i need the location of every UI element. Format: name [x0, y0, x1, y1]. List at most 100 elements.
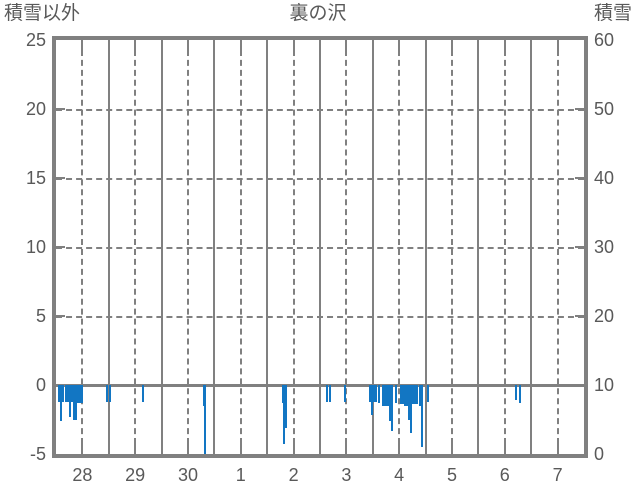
left-axis-tick-25: 25: [25, 30, 46, 50]
tickmark-bottom: [292, 444, 295, 454]
x-axis-tick-30: 30: [177, 465, 199, 485]
x-axis-tick-4: 4: [394, 465, 405, 485]
bar: [65, 385, 68, 402]
bar: [77, 385, 80, 403]
left-axis-tick-0: 0: [35, 375, 46, 395]
tickmark-top: [187, 40, 189, 50]
left-axis-title: 積雪以外: [4, 3, 81, 24]
tickmark-top: [503, 40, 506, 50]
gridline-day-separator: [371, 40, 374, 454]
tickmark-bottom: [239, 444, 242, 454]
bar: [81, 385, 84, 403]
tickmark-right: [575, 384, 584, 386]
tickmark-right: [575, 108, 584, 110]
tickmark-top: [451, 40, 453, 50]
gridline-day-separator: [319, 40, 321, 454]
bar: [400, 385, 404, 405]
bar: [381, 385, 391, 406]
right-axis-tick-10: 10: [594, 375, 615, 395]
tickmark-bottom: [187, 444, 189, 454]
left-axis-tick-15: 15: [25, 168, 46, 188]
x-axis-tick-3: 3: [341, 465, 352, 485]
tickmark-top: [292, 40, 295, 50]
bar: [421, 385, 424, 448]
bar: [283, 385, 286, 445]
left-axis-tick-5: 5: [35, 306, 46, 326]
x-axis-tick-28: 28: [72, 465, 93, 485]
tickmark-bottom: [345, 444, 348, 454]
tickmark-bottom: [451, 444, 453, 454]
gridline-day-separator: [530, 40, 533, 454]
bar: [203, 385, 206, 454]
gridline-day-separator: [266, 40, 269, 454]
bar: [141, 385, 144, 402]
bar: [58, 385, 61, 402]
bar: [79, 385, 82, 403]
bar: [62, 385, 65, 402]
gridline-halfday: [503, 40, 506, 454]
bar: [71, 385, 74, 402]
gridline-day-separator: [107, 40, 110, 454]
x-axis-tick-5: 5: [446, 465, 457, 485]
tickmark-right: [575, 315, 584, 317]
left-axis-tick-20: 20: [25, 99, 46, 119]
right-axis-tick-20: 20: [594, 306, 615, 326]
gridline-halfday: [556, 40, 559, 454]
tickmark-right: [575, 177, 584, 179]
x-axis-tick-2: 2: [288, 465, 299, 485]
bar: [378, 385, 381, 403]
gridline-halfday: [239, 40, 242, 454]
tickmark-bottom: [81, 444, 84, 454]
tickmark-top: [345, 40, 348, 50]
bar: [426, 385, 429, 402]
tickmark-left: [56, 108, 65, 110]
chart-title: 裏の沢: [289, 3, 347, 24]
bar: [67, 385, 70, 402]
tickmark-left: [56, 315, 65, 317]
right-axis-tick-0: 0: [594, 444, 605, 464]
gridline-halfday: [81, 40, 84, 454]
bar: [74, 385, 77, 420]
bar: [202, 385, 205, 406]
bar: [328, 385, 331, 402]
bar: [370, 385, 373, 416]
gridline-halfday: [398, 40, 401, 454]
x-axis-tick-7: 7: [552, 465, 563, 485]
right-axis-tick-60: 60: [594, 30, 615, 50]
bar: [419, 385, 423, 406]
tickmark-bottom: [556, 444, 559, 454]
gridline-halfday: [292, 40, 295, 454]
tickmark-top: [398, 40, 401, 50]
bar: [108, 385, 111, 402]
right-axis-tick-50: 50: [594, 99, 615, 119]
bar: [375, 385, 378, 402]
tickmark-left: [56, 177, 65, 179]
bar: [326, 385, 329, 402]
bar: [281, 385, 284, 403]
tickmark-left: [56, 246, 65, 248]
tickmark-bottom: [134, 444, 137, 454]
bar: [407, 385, 410, 420]
right-axis-tick-40: 40: [594, 168, 615, 188]
x-axis-tick-1: 1: [235, 465, 246, 485]
bar: [368, 385, 371, 402]
tickmark-bottom: [503, 444, 506, 454]
x-axis-tick-29: 29: [125, 465, 146, 485]
gridline-day-separator: [477, 40, 480, 454]
bar: [411, 385, 418, 405]
gridline-halfday: [451, 40, 453, 454]
plot-area: [52, 36, 588, 458]
right-axis-tick-30: 30: [594, 237, 615, 257]
bar: [284, 385, 287, 428]
tickmark-bottom: [398, 444, 401, 454]
gridline-halfday: [187, 40, 189, 454]
x-axis-tick-6: 6: [499, 465, 510, 485]
gridline-day-separator: [424, 40, 427, 454]
gridline-halfday: [345, 40, 348, 454]
bar: [106, 385, 109, 402]
left-axis-tick--5: -5: [29, 444, 46, 464]
bar: [394, 385, 397, 403]
bar: [518, 385, 521, 403]
tickmark-top: [81, 40, 84, 50]
